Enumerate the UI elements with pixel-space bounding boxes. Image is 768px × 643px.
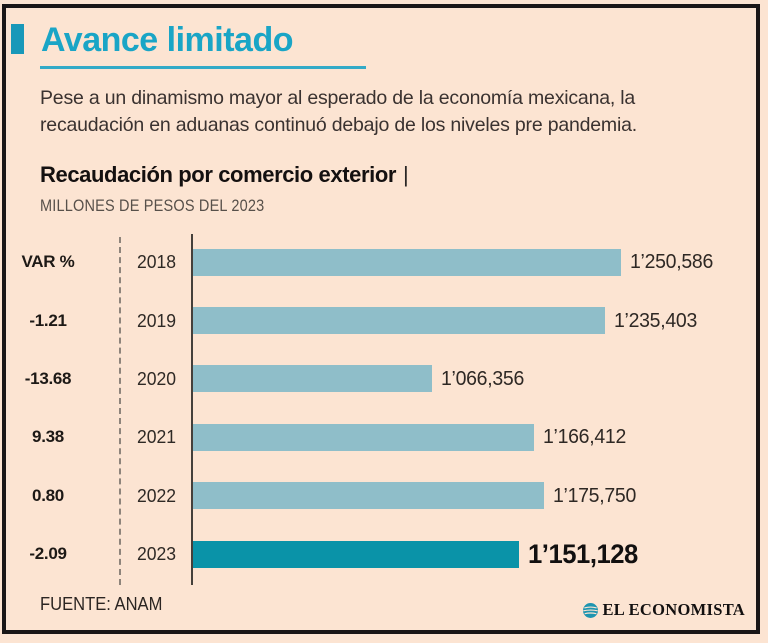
brand-name: EL ECONOMISTA xyxy=(602,600,745,619)
title-accent-square xyxy=(11,24,24,54)
value-label: 1’250,586 xyxy=(629,250,713,274)
var-column-divider-dashed-line xyxy=(119,237,121,585)
chart-row: 9.38 2021 1’166,412 xyxy=(0,408,768,466)
chart-title: Recaudación por comercio exterior | xyxy=(40,162,409,188)
year-label: 2022 xyxy=(136,484,177,506)
chart-row: -13.68 2020 1’066,356 xyxy=(0,350,768,408)
year-label: 2023 xyxy=(136,543,177,565)
bar xyxy=(193,248,621,276)
chart-row: -2.09 2023 1’151,128 xyxy=(0,525,768,583)
value-label: 1’235,403 xyxy=(614,308,697,332)
year-label: 2020 xyxy=(136,367,177,389)
chart-row: 0.80 2022 1’175,750 xyxy=(0,467,768,525)
bar-cell: 1’175,750 xyxy=(193,482,768,510)
chart-title-text: Recaudación por comercio exterior xyxy=(40,162,397,187)
var-pct-value: -1.21 xyxy=(29,310,67,330)
bar-cell: 1’235,403 xyxy=(193,307,768,335)
brand: EL ECONOMISTA xyxy=(582,600,746,620)
chart-rows: VAR % 2018 1’250,586 -1.21 2019 1’235,403 -13.… xyxy=(0,233,768,583)
value-label: 1’151,128 xyxy=(527,538,638,569)
source-label: FUENTE: ANAM xyxy=(40,594,163,614)
chart-title-separator: | xyxy=(403,162,409,187)
chart-row: VAR % 2018 1’250,586 xyxy=(0,233,768,291)
el-economista-globe-icon xyxy=(582,602,598,618)
bar xyxy=(193,540,519,568)
bar xyxy=(193,365,432,393)
chart-units-label: MILLONES DE PESOS DEL 2023 xyxy=(40,197,265,215)
var-pct-value: -13.68 xyxy=(24,368,72,388)
year-label: 2018 xyxy=(136,251,177,273)
subtitle-line-2: recaudación en aduanas continuó debajo d… xyxy=(40,114,637,136)
bar xyxy=(193,423,535,451)
bar xyxy=(193,307,605,335)
year-label: 2021 xyxy=(136,426,177,448)
bar-cell: 1’066,356 xyxy=(193,365,768,393)
year-label: 2019 xyxy=(136,309,177,331)
bar-cell: 1’151,128 xyxy=(193,539,768,570)
var-pct-value: 9.38 xyxy=(32,427,64,447)
value-label: 1’175,750 xyxy=(552,483,636,507)
title-underline xyxy=(40,66,366,69)
subtitle-line-1: Pese a un dinamismo mayor al esperado de… xyxy=(40,87,636,109)
chart-axis-line xyxy=(191,234,193,585)
var-pct-value: -2.09 xyxy=(29,544,67,564)
bar xyxy=(193,482,544,510)
bar-cell: 1’166,412 xyxy=(193,423,768,451)
bar-cell: 1’250,586 xyxy=(193,248,768,276)
var-column-header: VAR % xyxy=(21,252,75,272)
page-title: Avance limitado xyxy=(41,21,293,59)
chart-row: -1.21 2019 1’235,403 xyxy=(0,291,768,349)
value-label: 1’166,412 xyxy=(543,425,627,449)
subtitle: Pese a un dinamismo mayor al esperado de… xyxy=(40,85,637,139)
var-pct-value: 0.80 xyxy=(32,485,64,505)
value-label: 1’066,356 xyxy=(440,366,524,390)
